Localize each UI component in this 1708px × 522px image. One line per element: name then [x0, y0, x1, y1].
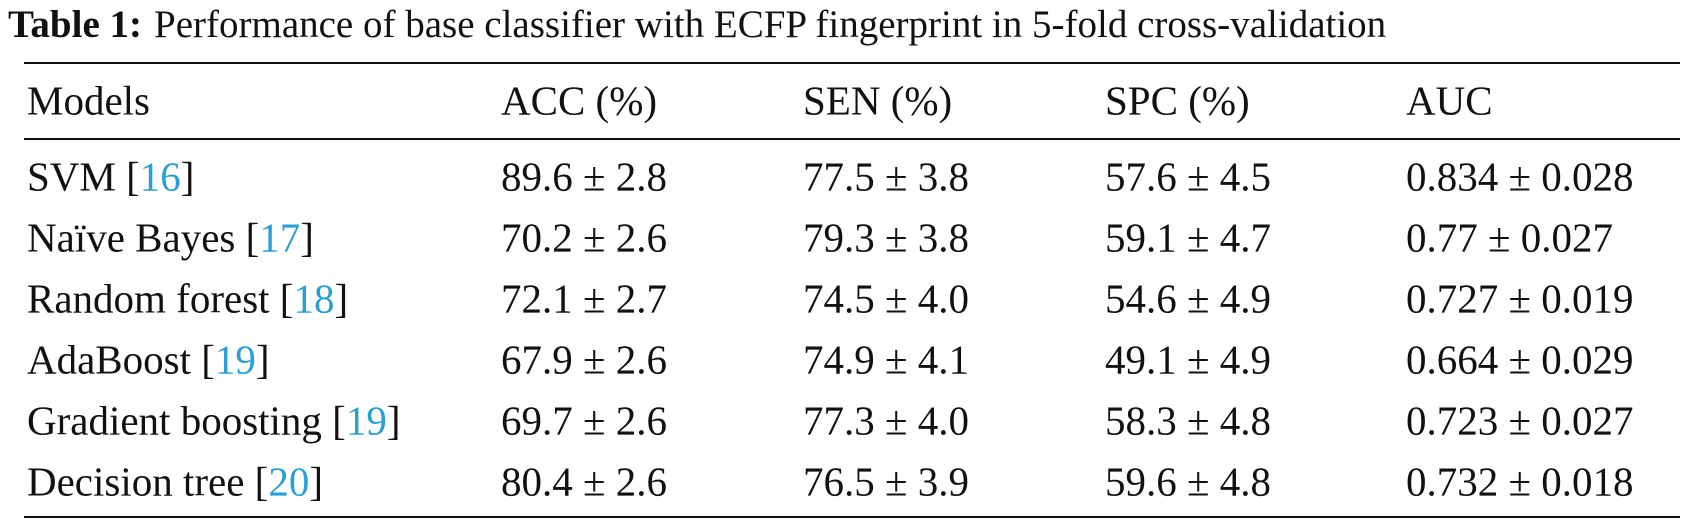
citation: 16: [139, 153, 181, 200]
caption: Table 1: Performance of base classifier w…: [8, 2, 1386, 47]
model-cell: AdaBoost [19]: [27, 336, 270, 383]
citation: 19: [214, 336, 256, 383]
value-cell: 0.732 ± 0.018: [1406, 458, 1634, 505]
model-text: Decision tree [: [27, 458, 269, 505]
value-cell: 76.5 ± 3.9: [803, 458, 970, 505]
header-cell: SEN (%): [803, 77, 953, 124]
value-cell: 59.6 ± 4.8: [1105, 458, 1272, 505]
model-cell: Random forest [18]: [27, 275, 349, 322]
value-cell: 79.3 ± 3.8: [803, 214, 970, 261]
caption-label: Table 1:: [8, 3, 143, 46]
value-cell: 80.4 ± 2.6: [501, 458, 668, 505]
value-cell: 0.727 ± 0.019: [1406, 275, 1634, 322]
model-text: ]: [334, 275, 349, 322]
model-text: ]: [300, 214, 314, 261]
value-cell: 0.77 ± 0.027: [1406, 214, 1614, 261]
value-cell: 58.3 ± 4.8: [1105, 397, 1272, 444]
value-cell: 67.9 ± 2.6: [501, 336, 668, 383]
value-cell: 72.1 ± 2.7: [501, 275, 668, 322]
model-cell: Decision tree [20]: [27, 458, 323, 505]
model-cell: Gradient boosting [19]: [27, 397, 401, 444]
value-cell: 59.1 ± 4.7: [1105, 214, 1272, 261]
model-text: ]: [180, 153, 195, 200]
top-rule: [24, 62, 1680, 64]
bottom-rule: [24, 516, 1680, 518]
value-cell: 77.3 ± 4.0: [803, 397, 970, 444]
value-cell: 0.834 ± 0.028: [1406, 153, 1634, 200]
citation: 18: [293, 275, 335, 322]
value-cell: 89.6 ± 2.8: [501, 153, 668, 200]
model-text: Random forest [: [27, 275, 294, 322]
citation: 20: [268, 458, 310, 505]
caption-text: Performance of base classifier with ECFP…: [154, 3, 1387, 46]
model-text: ]: [255, 336, 270, 383]
model-cell: SVM [16]: [27, 153, 195, 200]
model-text: Naïve Bayes [: [27, 214, 260, 261]
model-text: Gradient boosting [: [27, 397, 346, 444]
mid-rule: [24, 138, 1680, 140]
value-cell: 57.6 ± 4.5: [1105, 153, 1272, 200]
model-cell: Naïve Bayes [17]: [27, 214, 314, 261]
value-cell: 69.7 ± 2.6: [501, 397, 668, 444]
model-text: SVM [: [27, 153, 140, 200]
value-cell: 74.9 ± 4.1: [803, 336, 970, 383]
header-cell: SPC (%): [1105, 77, 1250, 124]
model-text: ]: [386, 397, 401, 444]
value-cell: 70.2 ± 2.6: [501, 214, 668, 261]
model-text: AdaBoost [: [27, 336, 215, 383]
value-cell: 77.5 ± 3.8: [803, 153, 970, 200]
header-cell: Models: [27, 77, 150, 124]
header-cell: AUC: [1406, 77, 1493, 124]
citation: 17: [259, 214, 301, 261]
value-cell: 49.1 ± 4.9: [1105, 336, 1272, 383]
value-cell: 0.664 ± 0.029: [1406, 336, 1634, 383]
value-cell: 0.723 ± 0.027: [1406, 397, 1634, 444]
value-cell: 74.5 ± 4.0: [803, 275, 970, 322]
citation: 19: [345, 397, 387, 444]
header-cell: ACC (%): [501, 77, 658, 124]
value-cell: 54.6 ± 4.9: [1105, 275, 1272, 322]
model-text: ]: [309, 458, 323, 505]
